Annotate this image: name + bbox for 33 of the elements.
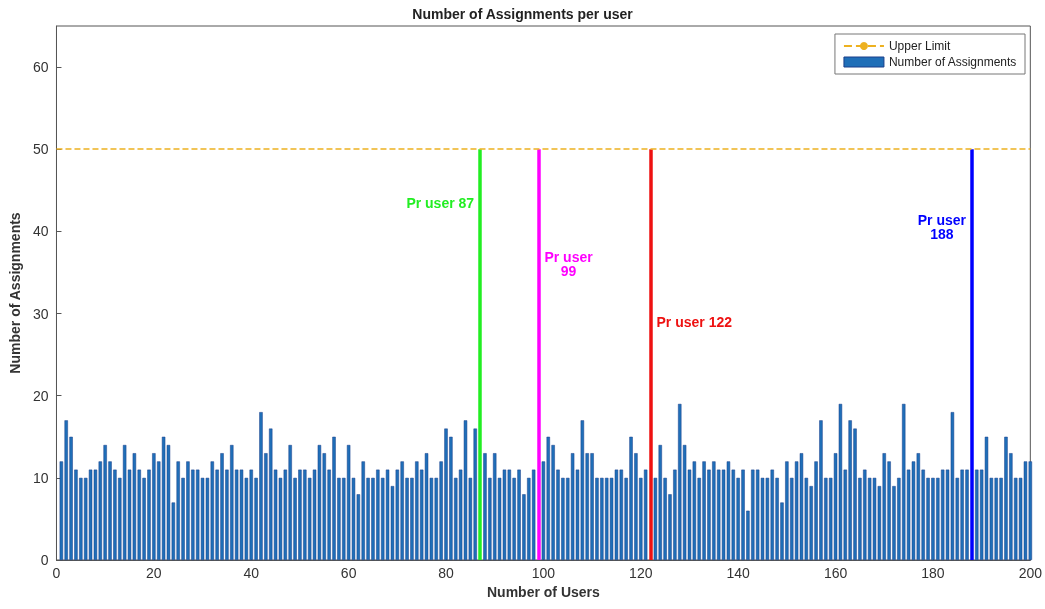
bar bbox=[239, 469, 244, 560]
y-tick-label: 20 bbox=[32, 387, 49, 404]
bar bbox=[531, 469, 536, 560]
x-tick-label: 180 bbox=[921, 565, 945, 581]
y-tick-label: 40 bbox=[32, 223, 49, 240]
y-tick-label: 10 bbox=[32, 469, 49, 486]
y-tick-label: 0 bbox=[40, 552, 49, 568]
ref-line-label: Pr user 122 bbox=[656, 313, 733, 330]
x-tick-label: 80 bbox=[438, 565, 455, 581]
ref-line-label: Pr user 188 bbox=[917, 212, 967, 243]
bar bbox=[643, 469, 648, 560]
x-tick-label: 100 bbox=[531, 565, 556, 581]
bar bbox=[872, 477, 877, 560]
y-axis-title: Number of Assignments bbox=[7, 212, 23, 374]
y-tick-label: 30 bbox=[32, 305, 49, 322]
x-tick-label: 160 bbox=[823, 565, 848, 581]
chart-title: Number of Assignments per user bbox=[412, 6, 634, 22]
bar bbox=[463, 420, 468, 560]
x-tick-label: 20 bbox=[146, 565, 162, 581]
legend-label: Number of Assignments bbox=[888, 55, 1017, 69]
ref-line-label: Pr user 99 bbox=[544, 249, 594, 280]
x-tick-label: 0 bbox=[52, 565, 61, 581]
ref-line-label: Pr user 87 bbox=[406, 194, 475, 211]
bar bbox=[984, 436, 989, 560]
x-tick-label: 60 bbox=[340, 565, 357, 581]
x-tick-label: 120 bbox=[629, 565, 653, 581]
x-tick-label: 140 bbox=[726, 565, 751, 581]
y-tick-label: 60 bbox=[32, 59, 49, 76]
x-tick-label: 40 bbox=[243, 565, 260, 581]
x-axis-title: Number of Users bbox=[486, 583, 601, 600]
legend-label: Upper Limit bbox=[888, 39, 951, 53]
x-tick-label: 200 bbox=[1018, 565, 1043, 581]
y-tick-label: 50 bbox=[32, 141, 49, 158]
